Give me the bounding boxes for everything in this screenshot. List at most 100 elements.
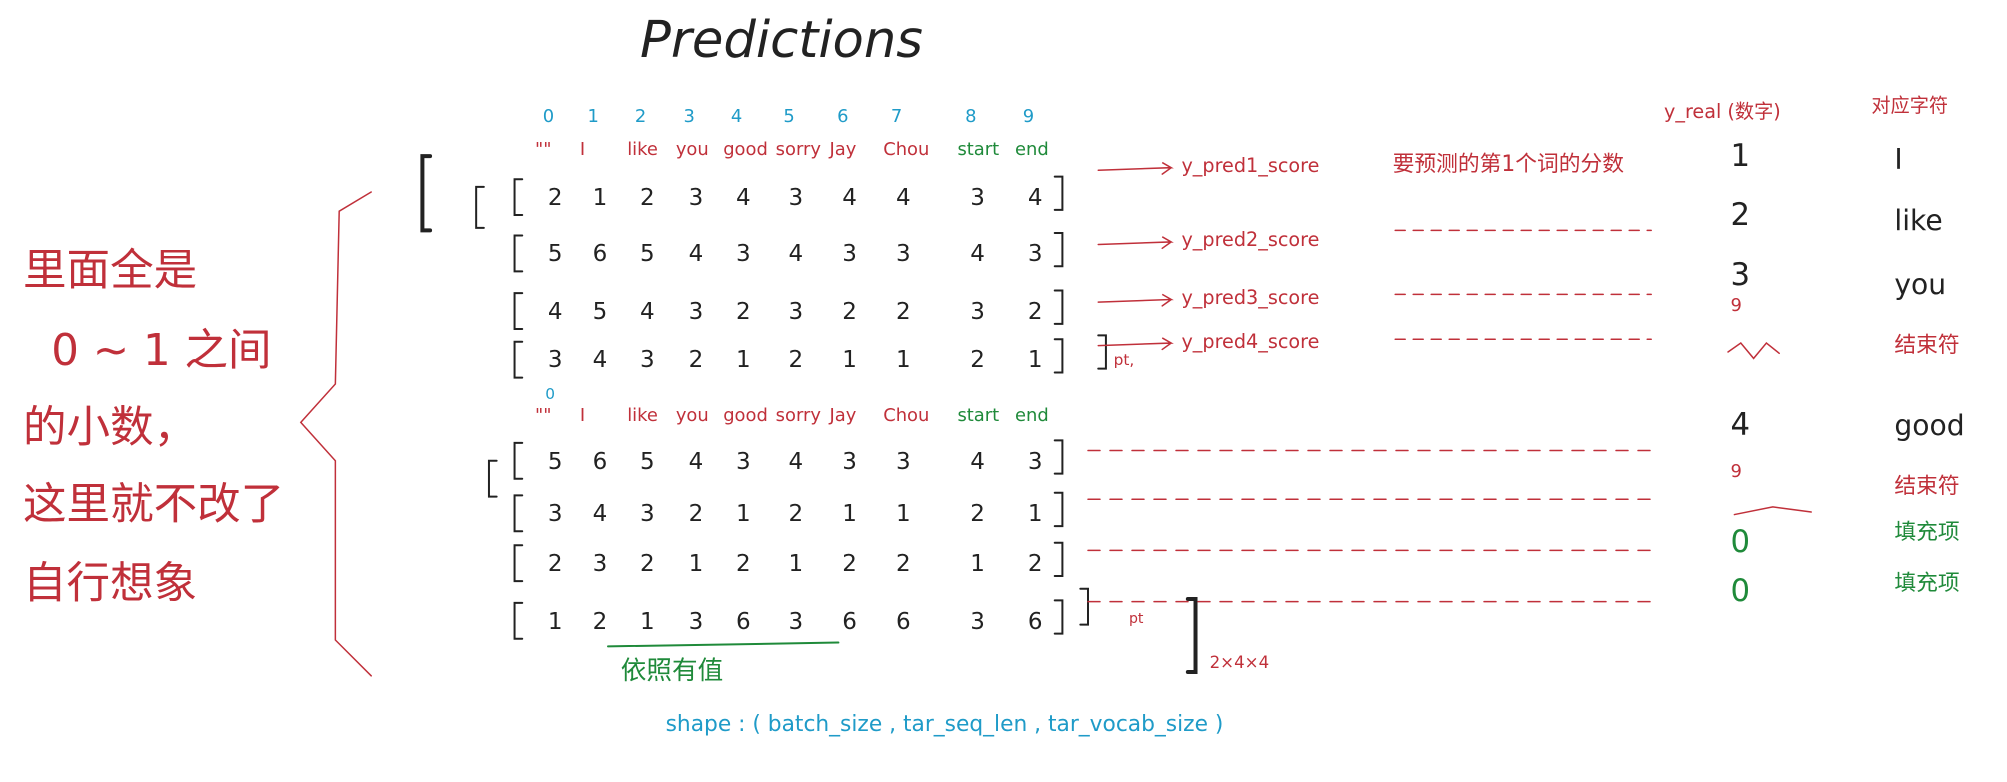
vocab-label: Jay [829,138,857,160]
left-note: 0 ~ 1 之间 [51,326,272,377]
bracket [1053,175,1064,211]
matrix-value: 1 [1027,347,1043,374]
score-label: y_pred1_score [1181,154,1320,178]
char-value: 填充项 [1894,571,1960,597]
matrix-value: 2 [788,501,804,528]
index-label: 4 [730,105,743,127]
y-real-value: 9 [1730,461,1742,483]
matrix-value: 2 [688,501,704,528]
bracket [420,154,433,233]
matrix-value: 3 [896,241,911,268]
index-label: 0 [545,384,556,403]
bracket [1053,599,1064,635]
matrix-value: 2 [736,298,751,325]
matrix-value: 2 [592,608,608,635]
bracket [1053,338,1064,374]
matrix-value: 1 [842,347,857,374]
matrix-value: 6 [592,241,608,268]
vocab-label: sorry [775,138,821,160]
y-real-value: 0 [1730,524,1751,561]
matrix-value: 3 [547,347,563,374]
vocab-label: like [627,138,658,160]
char-value: 结束符 [1894,474,1960,500]
matrix-value: 1 [688,550,704,577]
matrix-value: 4 [788,241,804,268]
index-label: 1 [587,105,599,127]
index-label: 2 [634,105,647,127]
y-real-value: 4 [1730,406,1751,443]
y-real-value: 9 [1730,294,1742,316]
matrix-value: 2 [547,550,563,577]
matrix-value: 2 [736,550,751,577]
matrix-value: 3 [1027,241,1043,268]
underline-note: 依照有值 [620,656,724,687]
vocab-label: you [675,405,709,427]
vocab-label: like [627,405,658,427]
vocab-label: start [957,138,1000,160]
char-value: good [1894,409,1965,443]
matrix-value: 3 [1027,448,1043,475]
bracket [1053,439,1064,475]
matrix-value: 3 [736,241,751,268]
vocab-label: you [675,138,709,160]
matrix-value: 4 [970,448,985,475]
matrix-value: 2 [896,550,911,577]
matrix-value: 1 [736,347,751,374]
bracket [1097,334,1107,370]
bracket [1185,597,1198,674]
left-note: 里面全是 [23,245,198,296]
matrix-value: 1 [896,347,911,374]
matrix-value: 1 [640,608,655,635]
y-real-value: 1 [1730,137,1751,174]
matrix-value: 3 [896,448,911,475]
bracket [1053,289,1064,325]
matrix-value: 1 [592,184,608,211]
bracket [1053,541,1064,577]
matrix-value: 2 [842,550,857,577]
matrix-value: 4 [1027,184,1043,211]
matrix-value: 1 [1027,501,1043,528]
matrix-value: 4 [592,347,608,374]
vocab-label: I [579,405,586,427]
shape-text: shape : ( batch_size , tar_seq_len , tar… [665,712,1224,738]
matrix-value: 1 [788,550,804,577]
arrow [1097,161,1174,175]
matrix-value: 4 [640,298,655,325]
arrow [1097,236,1174,250]
matrix-value: 1 [970,550,985,577]
index-label: 9 [1022,105,1035,127]
matrix-value: 6 [842,608,857,635]
matrix-value: 4 [736,184,751,211]
matrix-value: 3 [970,608,985,635]
score-label: y_pred3_score [1181,286,1320,309]
matrix-value: 1 [896,501,911,528]
char-value: like [1894,204,1943,238]
matrix-value: 2 [970,501,985,528]
bracket [1053,231,1064,268]
vocab-label: "" [535,138,552,160]
matrix-value: 2 [788,347,804,374]
left-note: 的小数， [23,403,198,454]
bracket [513,178,524,217]
char-value: 填充项 [1894,520,1960,546]
title: Predictions [640,10,923,71]
matrix-value: 2 [688,347,704,374]
index-label: 6 [837,105,849,127]
matrix-value: 3 [688,184,704,211]
matrix-value: 3 [842,241,857,268]
shape-size: 2×4×4 [1209,653,1270,673]
index-label: 3 [683,105,695,127]
pt-label: pt, [1113,351,1135,370]
matrix-value: 3 [970,184,985,211]
matrix-value: 2 [970,347,985,374]
matrix-value: 1 [842,501,857,528]
matrix-value: 3 [736,448,751,475]
matrix-value: 2 [842,298,857,325]
matrix-value: 2 [640,550,655,577]
index-label: 7 [890,105,903,127]
matrix-value: 6 [592,448,608,475]
bracket [513,494,524,533]
bracket [513,292,524,330]
